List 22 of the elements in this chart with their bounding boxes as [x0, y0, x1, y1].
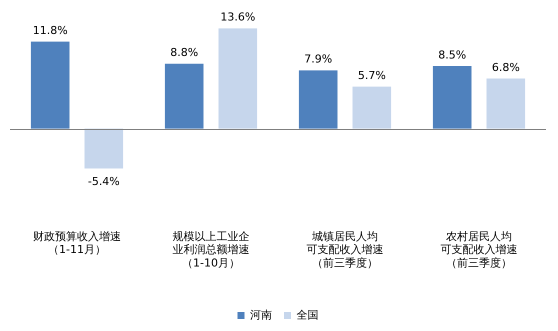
- legend-label: 河南: [250, 308, 272, 322]
- x-tick-label: 规模以上工业企业利润总额增速（1-10月）: [172, 230, 250, 270]
- bar: [84, 128, 124, 168]
- bar: [164, 64, 204, 129]
- data-label: 8.5%: [438, 48, 466, 62]
- data-label: 8.8%: [170, 46, 198, 60]
- legend-label: 全国: [296, 308, 318, 322]
- bar: [432, 66, 472, 129]
- data-label: 6.8%: [492, 60, 520, 74]
- data-label: -5.4%: [88, 174, 120, 188]
- data-label: 13.6%: [220, 10, 256, 24]
- x-tick-label: 城镇居民人均可支配收入增速（前三季度）: [306, 230, 384, 270]
- bar: [352, 86, 392, 129]
- x-tick-label: 财政预算收入增速（1-11月）: [33, 230, 121, 256]
- x-tick-label: 农村居民人均可支配收入增速（前三季度）: [440, 230, 518, 270]
- bar: [218, 28, 258, 129]
- bar: [298, 70, 338, 129]
- bar: [486, 78, 526, 129]
- data-label: 11.8%: [32, 24, 68, 37]
- bar: [30, 42, 70, 129]
- data-label: 5.7%: [358, 68, 386, 82]
- data-label: 7.9%: [304, 52, 332, 66]
